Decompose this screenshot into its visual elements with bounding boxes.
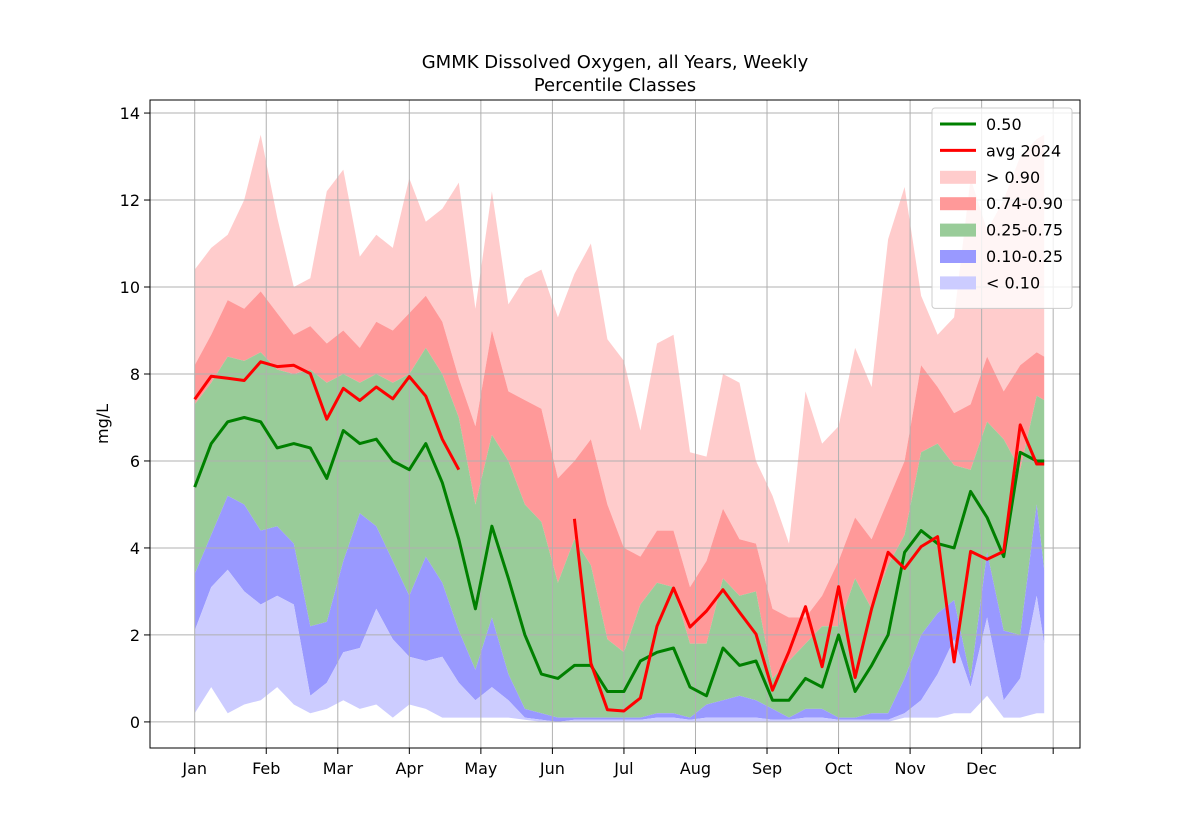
legend-label-0-90: > 0.90: [986, 168, 1040, 187]
x-tick-label: Feb: [252, 759, 280, 778]
legend-label-0-10-0-25: 0.10-0.25: [986, 247, 1063, 266]
series-avg-2024-line-2: [572, 423, 1045, 713]
x-tick-label: Aug: [680, 759, 711, 778]
x-tick-label: Dec: [966, 759, 997, 778]
y-axis-label: mg/L: [93, 404, 112, 444]
chart-title: GMMK Dissolved Oxygen, all Years, Weekly: [422, 52, 809, 73]
legend-label-avg-2024: avg 2024: [986, 141, 1061, 160]
legend-swatch-0-10: [940, 276, 976, 290]
x-tick-label: Jul: [613, 759, 633, 778]
x-tick-label: Apr: [395, 759, 423, 778]
legend-swatch-0-74-0-90: [940, 197, 976, 211]
series-lines: [193, 360, 1045, 713]
series-median-line: [193, 416, 1045, 702]
x-tick-label: Oct: [825, 759, 853, 778]
x-tick-label: Jun: [539, 759, 565, 778]
chart-subtitle: Percentile Classes: [534, 75, 696, 96]
legend-label-0-74-0-90: 0.74-0.90: [986, 194, 1063, 213]
band-0-10-0-25: [194, 495, 1045, 722]
x-axis: Jan Feb Mar Apr May Jun Jul Aug Sep Oct Nov Dec: [181, 748, 1054, 778]
x-tick-label: Jan: [181, 759, 207, 778]
legend-label-0-25-0-75: 0.25-0.75: [986, 221, 1063, 240]
y-tick-label: 0: [130, 713, 140, 732]
legend-label-0-50: 0.50: [986, 115, 1022, 134]
y-tick-label: 8: [130, 365, 140, 384]
legend-swatch-0-25-0-75: [940, 223, 976, 237]
legend-swatch-0-90: [940, 170, 976, 184]
legend: 0.50 avg 2024 > 0.90 0.74-0.90 0.25-0.75 0.10…: [931, 107, 1073, 309]
y-tick-label: 10: [120, 278, 140, 297]
y-tick-label: 6: [130, 452, 140, 471]
legend-label-0-10: < 0.10: [986, 273, 1040, 292]
y-tick-label: 4: [130, 539, 140, 558]
percentile-bands: [194, 134, 1045, 722]
y-axis: 0 2 4 6 8 10 12 14: [120, 104, 150, 732]
band-0-74-0-90: [194, 291, 1045, 679]
y-tick-label: 2: [130, 626, 140, 645]
y-tick-label: 14: [120, 104, 140, 123]
y-tick-label: 12: [120, 191, 140, 210]
x-tick-label: Sep: [752, 759, 782, 778]
legend-swatch-0-10-0-25: [940, 250, 976, 263]
band-0-90: [194, 134, 1045, 618]
x-tick-label: Nov: [894, 759, 925, 778]
x-tick-label: Mar: [323, 759, 354, 778]
band-0-10: [194, 569, 1045, 722]
band-0-25-0-75: [194, 347, 1045, 718]
series-avg-2024-line-1: [193, 360, 461, 471]
plot-frame: [149, 99, 1081, 749]
x-tick-label: May: [464, 759, 497, 778]
